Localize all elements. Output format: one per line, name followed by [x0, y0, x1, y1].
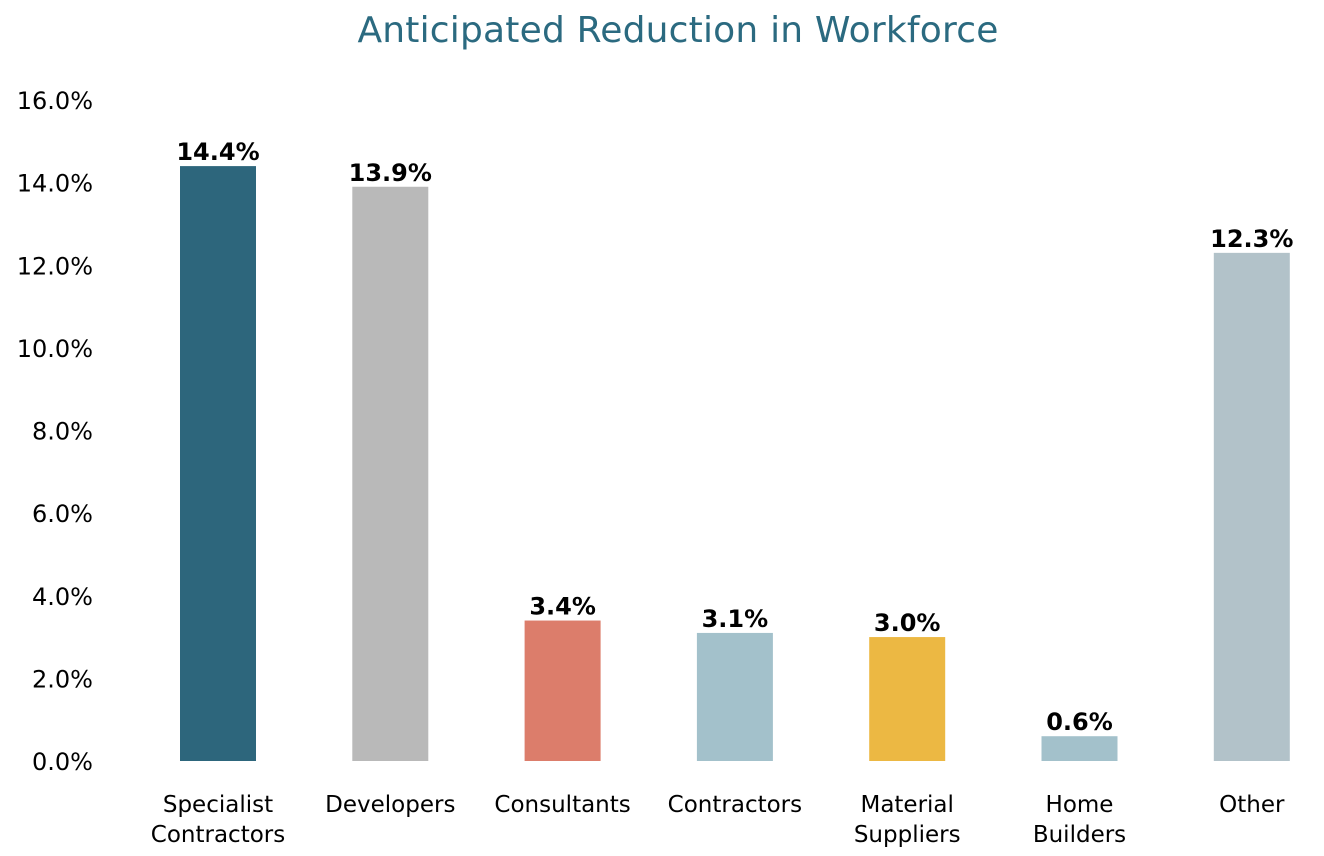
x-category-label: Other	[1219, 792, 1285, 818]
y-tick-label: 0.0%	[32, 748, 93, 776]
bar	[1213, 252, 1290, 761]
x-category-label: Specialist Contractors	[151, 792, 285, 848]
y-tick-label: 4.0%	[32, 583, 93, 611]
bar	[869, 637, 946, 761]
y-tick-label: 2.0%	[32, 665, 93, 693]
bar	[180, 166, 256, 762]
x-category-label: Consultants	[494, 792, 630, 818]
data-label: 3.4%	[529, 593, 596, 621]
data-label: 3.1%	[702, 605, 769, 633]
data-label: 14.4%	[176, 138, 259, 166]
x-category-label: Developers	[325, 792, 455, 818]
x-category-label: Material Suppliers	[854, 792, 961, 848]
y-tick-label: 6.0%	[32, 500, 93, 528]
x-category-label: Home Builders	[1033, 792, 1126, 848]
y-tick-label: 16.0%	[17, 87, 93, 115]
data-label: 13.9%	[349, 159, 432, 187]
y-tick-label: 10.0%	[17, 335, 93, 363]
bar	[696, 632, 773, 761]
y-axis: 0.0% 2.0% 4.0% 6.0% 8.0% 10.0% 12.0% 14.0% 16.0%	[17, 87, 93, 776]
data-label: 3.0%	[874, 609, 941, 637]
y-tick-label: 14.0%	[17, 170, 93, 198]
data-label: 0.6%	[1046, 708, 1113, 736]
bars-group	[180, 166, 1290, 762]
bar	[524, 620, 601, 761]
y-tick-label: 12.0%	[17, 252, 93, 280]
y-tick-label: 8.0%	[32, 418, 93, 446]
x-category-label: Contractors	[668, 792, 802, 818]
data-label: 12.3%	[1210, 225, 1293, 253]
bar	[352, 186, 429, 762]
chart-title: Anticipated Reduction in Workforce	[357, 10, 999, 51]
data-labels-group: 14.4% 13.9% 3.4% 3.1% 3.0% 0.6% 12.3%	[176, 138, 1293, 736]
bar	[1041, 736, 1118, 761]
x-axis: Specialist Contractors Developers Consultan…	[151, 792, 1285, 848]
